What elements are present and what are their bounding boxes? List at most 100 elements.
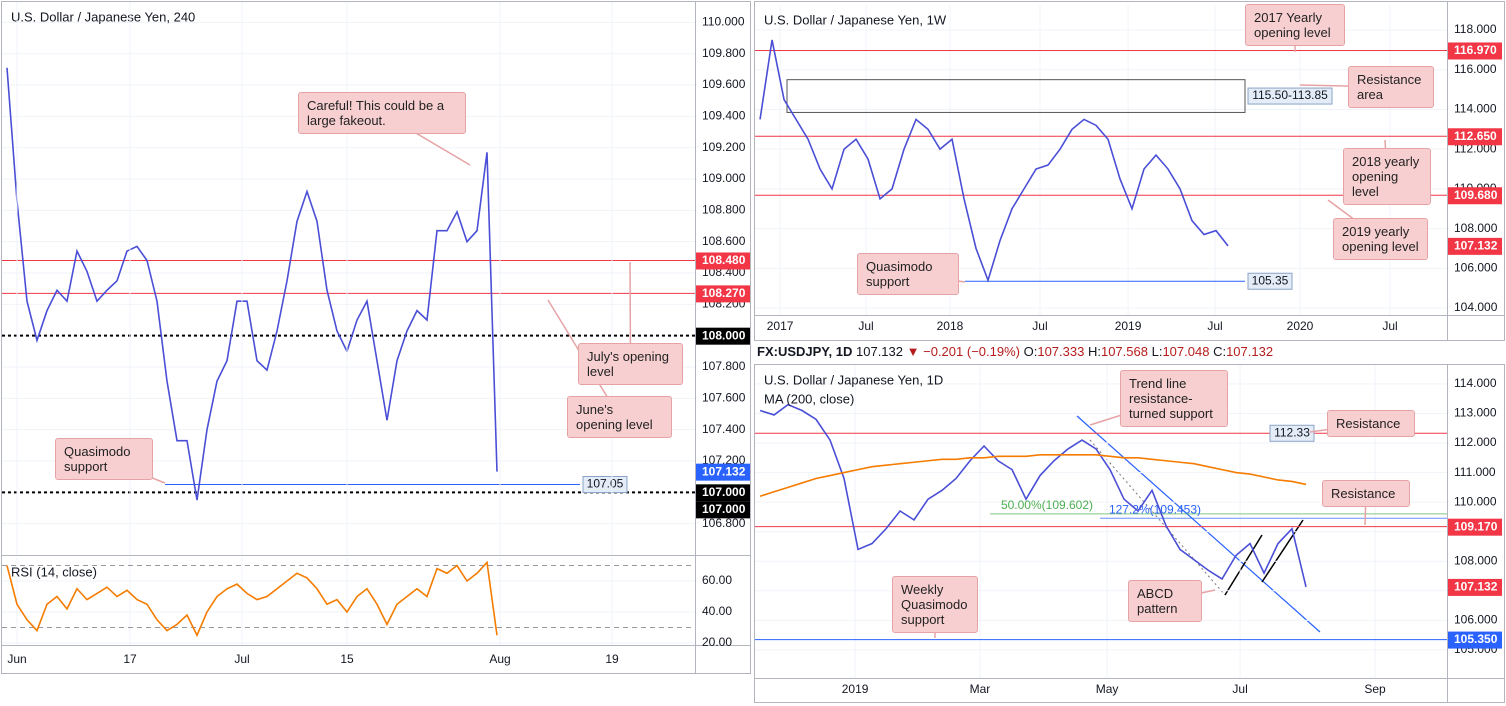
- level-box-label: 105.35: [1252, 273, 1289, 287]
- y-tick-label: 40.00: [702, 604, 732, 618]
- x-tick-label: 2017: [767, 319, 794, 333]
- ticker-text: 107.132: [1226, 344, 1274, 359]
- price-label: 108.480: [702, 253, 746, 267]
- callout: Quasimodo support: [857, 253, 959, 295]
- ticker-text: O:: [1023, 344, 1038, 359]
- level-box-label: 107.05: [587, 477, 624, 491]
- y-tick-label: 108.600: [702, 234, 746, 248]
- x-tick-label: 17: [123, 652, 137, 666]
- price-label: 109.170: [1454, 519, 1498, 533]
- price-label: 107.132: [702, 464, 746, 478]
- x-tick-label: 2018: [937, 319, 964, 333]
- abcd-arrow: [1261, 519, 1304, 583]
- ma-legend: MA (200, close): [764, 391, 854, 406]
- ticker-text: −0.201 (−0.19%): [923, 344, 1020, 359]
- callout: Weekly Quasimodo support: [892, 576, 978, 633]
- y-tick-label: 113.000: [1454, 406, 1497, 420]
- x-tick-label: 15: [340, 652, 354, 666]
- price-label-bg: [1448, 631, 1502, 649]
- x-tick-label: Sep: [1364, 682, 1386, 696]
- y-tick-label: 110.000: [702, 15, 745, 29]
- price-label-bg: [1448, 128, 1502, 146]
- chart-title: U.S. Dollar / Japanese Yen, 240: [11, 9, 195, 24]
- callout: 2019 yearly opening level: [1333, 218, 1428, 260]
- price-line: [759, 403, 1307, 588]
- callout: 2017 Yearly opening level: [1245, 4, 1345, 46]
- x-tick-label: Jul: [1232, 682, 1247, 696]
- price-label: 105.350: [1454, 632, 1498, 646]
- price-line: [6, 560, 498, 638]
- y-tick-label: 107.800: [702, 359, 746, 373]
- price-label: 108.270: [702, 286, 746, 300]
- zone-label: 115.50-113.85: [1252, 88, 1328, 102]
- callout: July's opening level: [578, 343, 683, 385]
- price-label-bg: [1448, 578, 1502, 596]
- panel-border: [1, 1, 751, 674]
- fib-label: 127.2%(109.453): [1109, 502, 1201, 516]
- level-box: [582, 476, 628, 494]
- price-label-bg: [696, 484, 750, 502]
- callout: Careful! This could be a large fakeout.: [298, 92, 466, 134]
- ticker-text: C:: [1213, 344, 1227, 359]
- price-label: 116.970: [1454, 43, 1497, 57]
- callout: Trend line resistance-turned support: [1120, 370, 1228, 427]
- y-tick-label: 107.600: [702, 391, 746, 405]
- x-tick-label: Jul: [1382, 319, 1397, 333]
- x-tick-label: Aug: [489, 652, 510, 666]
- y-tick-label: 109.600: [702, 77, 746, 91]
- y-tick-label: 111.000: [1454, 465, 1496, 479]
- price-label-bg: [1448, 237, 1502, 255]
- price-label: 107.000: [702, 485, 746, 499]
- price-label-bg: [1448, 518, 1502, 536]
- x-tick-label: 2020: [1287, 319, 1314, 333]
- ticker-text: 107.132: [856, 344, 903, 359]
- y-tick-label: 112.000: [1454, 435, 1497, 449]
- price-line: [759, 454, 1307, 497]
- panel-border: [754, 364, 1505, 703]
- level-box: [1269, 424, 1315, 442]
- y-tick-label: 109.800: [702, 46, 746, 60]
- ticker-text: 107.048: [1162, 344, 1210, 359]
- price-label-bg: [1448, 187, 1502, 205]
- callout: Resistance: [1327, 410, 1415, 437]
- y-tick-label: 108.800: [702, 203, 746, 217]
- pane: [2, 21, 695, 525]
- y-tick-label: 106.000: [1454, 261, 1498, 275]
- fib-label: 50.00%(109.602): [1001, 498, 1093, 512]
- y-tick-label: 106.000: [1454, 613, 1498, 627]
- price-label-bg: [696, 327, 750, 345]
- price-label-bg: [696, 501, 750, 519]
- price-label-bg: [696, 463, 750, 481]
- zone-label-bg: [1247, 87, 1333, 105]
- y-tick-label: 106.800: [702, 516, 746, 530]
- y-tick-label: 104.000: [1454, 300, 1498, 314]
- x-tick-label: 19: [605, 652, 619, 666]
- price-line: [759, 39, 1229, 283]
- price-label-bg: [696, 285, 750, 303]
- level-box-label: 112.33: [1274, 425, 1310, 439]
- y-tick-label: 109.000: [702, 171, 746, 185]
- y-tick-label: 114.000: [1454, 102, 1497, 116]
- y-tick-label: 118.000: [1454, 22, 1497, 36]
- x-tick-label: Jul: [1032, 319, 1047, 333]
- y-tick-label: 20.00: [702, 635, 732, 649]
- y-tick-label: 108.000: [1454, 553, 1498, 567]
- callout: June's opening level: [567, 396, 672, 438]
- ticker-text: L:: [1151, 344, 1163, 359]
- y-tick-label: 107.400: [702, 422, 746, 436]
- chart-title: RSI (14, close): [11, 564, 97, 579]
- ticker-text: H:: [1087, 344, 1101, 359]
- panel-border: [754, 1, 1505, 341]
- y-tick-label: 114.000: [1454, 376, 1497, 390]
- ticker-text: ▼: [906, 344, 920, 359]
- y-tick-label: 108.000: [1454, 221, 1498, 235]
- y-tick-label: 110.000: [1454, 494, 1497, 508]
- ticker-text: FX:USDJPY, 1D: [757, 344, 853, 359]
- y-tick-label: 109.400: [702, 109, 746, 123]
- price-label-bg: [1448, 42, 1502, 60]
- x-tick-label: May: [1096, 682, 1119, 696]
- price-label: 107.132: [1454, 580, 1498, 594]
- callout: Resistance area: [1348, 66, 1434, 108]
